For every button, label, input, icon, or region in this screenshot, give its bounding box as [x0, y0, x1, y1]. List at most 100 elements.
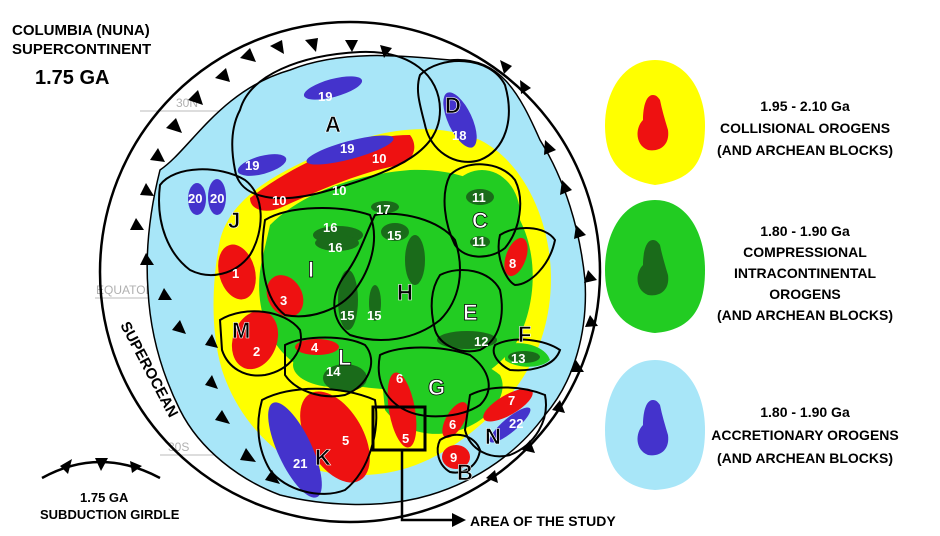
legend-2-line4: OROGENS [769, 286, 841, 302]
num-16b: 16 [328, 240, 342, 255]
num-5b: 5 [402, 431, 409, 446]
legend-2-line2: COMPRESSIONAL [743, 244, 867, 260]
orogen-8 [504, 237, 528, 277]
block-I: I [308, 257, 314, 282]
orogen-7 [483, 388, 533, 422]
legend-3-line1: 1.80 - 1.90 Ga [760, 404, 850, 420]
num-6a: 6 [396, 371, 403, 386]
num-19b: 19 [340, 141, 354, 156]
title-line1: COLUMBIA (NUNA) [12, 22, 150, 39]
num-19c: 19 [245, 158, 259, 173]
orogen-15d [369, 285, 381, 321]
orogen-6 [442, 402, 468, 438]
orogen-19a [303, 76, 363, 100]
globe-outline [98, 20, 602, 524]
block-F: F [518, 322, 531, 347]
block-N: N [485, 424, 501, 449]
block-J: J [228, 208, 240, 233]
num-8: 8 [509, 256, 516, 271]
num-9: 9 [450, 450, 457, 465]
orogen-11a [466, 189, 494, 205]
study-area-arrow-line [400, 450, 455, 522]
num-3: 3 [280, 293, 287, 308]
orogen-5a [300, 391, 370, 483]
orogen-15b [405, 235, 425, 285]
legend-2-line1: 1.80 - 1.90 Ga [760, 223, 850, 239]
legend-2-line5: (AND ARCHEAN BLOCKS) [717, 307, 893, 323]
block-E: E [463, 300, 478, 325]
num-22: 22 [509, 416, 523, 431]
num-20b: 20 [210, 191, 224, 206]
orogen-10 [250, 135, 415, 211]
block-D: D [445, 93, 461, 118]
block-G: G [428, 375, 445, 400]
orogen-4 [295, 339, 339, 355]
orogen-19c [237, 154, 287, 176]
orogen-2 [231, 310, 279, 370]
legend: 1.95 - 2.10 Ga COLLISIONAL OROGENS (AND … [605, 60, 899, 490]
orogen-11b [470, 236, 490, 248]
study-area-box [371, 405, 427, 452]
block-boundaries [158, 50, 562, 495]
legend-2-line3: INTRACONTINENTAL [734, 265, 877, 281]
block-H: H [397, 280, 413, 305]
num-10c: 10 [272, 193, 286, 208]
block-M: M [232, 318, 250, 343]
orogen-9 [442, 445, 470, 469]
subduction-teeth [130, 38, 598, 484]
study-area-arrowhead [452, 513, 466, 527]
orogen-13 [508, 351, 540, 363]
num-19a: 19 [318, 89, 332, 104]
num-5a: 5 [342, 433, 349, 448]
num-7: 7 [508, 393, 515, 408]
legend-compressional-inner [637, 240, 669, 296]
orogen-15c [338, 270, 358, 330]
legend-collisional-inner [637, 95, 669, 151]
girdle-label-line1: 1.75 GA [80, 490, 129, 505]
compressional-c [444, 170, 520, 260]
girdle-tooth-1 [60, 459, 72, 474]
lat-equator-label: EQUATOR [96, 283, 155, 297]
num-1: 1 [232, 266, 239, 281]
block-C: C [472, 208, 488, 233]
block-A: A [325, 112, 341, 137]
study-area-label: AREA OF THE STUDY [470, 513, 616, 529]
legend-3-line2: ACCRETIONARY OROGENS [711, 427, 898, 443]
legend-accretionary-inner [637, 400, 669, 456]
orogen-16b [315, 235, 359, 251]
orogen-12 [437, 331, 497, 349]
num-15b: 15 [340, 308, 354, 323]
block-B: B [457, 460, 473, 485]
continent-group [146, 50, 587, 506]
title-line2: SUPERCONTINENT [12, 41, 151, 58]
orogen-14 [323, 364, 367, 392]
legend-1-line2: COLLISIONAL OROGENS [720, 120, 890, 136]
orogen-20a [188, 183, 206, 215]
num-12: 12 [474, 334, 488, 349]
num-16a: 16 [323, 220, 337, 235]
num-18: 18 [452, 128, 466, 143]
num-10a: 10 [372, 151, 386, 166]
orogen-15a [381, 223, 409, 241]
block-L: L [338, 345, 351, 370]
legend-3-line3: (AND ARCHEAN BLOCKS) [717, 450, 893, 466]
orogen-17 [371, 201, 399, 213]
num-2: 2 [253, 344, 260, 359]
orogen-5b [387, 372, 417, 448]
num-14: 14 [326, 364, 341, 379]
num-20a: 20 [188, 191, 202, 206]
num-21: 21 [293, 456, 307, 471]
orogen-19b [306, 135, 394, 165]
orogen-18 [443, 92, 477, 148]
girdle-tooth-2 [95, 458, 108, 471]
num-6b: 6 [449, 417, 456, 432]
legend-1-line1: 1.95 - 2.10 Ga [760, 98, 850, 114]
title-age: 1.75 GA [35, 67, 109, 89]
num-15c: 15 [367, 308, 381, 323]
orogen-22 [489, 407, 531, 443]
legend-1-line3: (AND ARCHEAN BLOCKS) [717, 142, 893, 158]
block-K: K [315, 445, 331, 470]
orogen-20b [208, 179, 226, 215]
